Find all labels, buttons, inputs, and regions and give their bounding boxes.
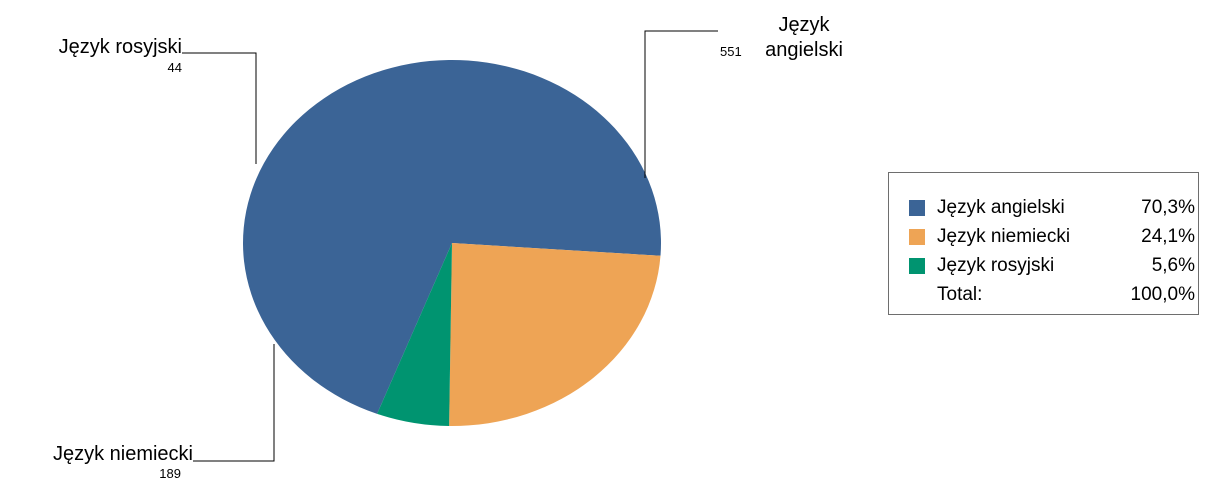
- slice-label-angielski-line1: Język: [778, 14, 830, 36]
- slice-value-niemiecki: 189: [159, 466, 181, 481]
- legend-swatch-rosyjski: [909, 257, 925, 274]
- slice-label-niemiecki: Język niemiecki: [53, 443, 193, 465]
- pie-slice-niemiecki: [449, 243, 661, 426]
- legend-item-angielski: Język angielski 70,3%: [889, 193, 1198, 222]
- legend-percent-angielski: 70,3%: [1141, 196, 1195, 218]
- slice-label-angielski-line2: angielski: [765, 39, 843, 61]
- leader-line-angielski: [644, 30, 718, 178]
- legend-item-niemiecki: Język niemiecki 24,1%: [889, 222, 1198, 251]
- leader-line-rosyjski: [182, 52, 257, 164]
- chart-legend: Język angielski 70,3% Język niemiecki 24…: [888, 172, 1199, 315]
- legend-total-percent: 100,0%: [1130, 283, 1195, 305]
- legend-label-angielski: Język angielski: [937, 196, 1065, 218]
- legend-label-niemiecki: Język niemiecki: [937, 225, 1071, 247]
- slice-value-angielski: 551: [720, 44, 742, 59]
- legend-swatch-angielski: [909, 199, 925, 216]
- pie-slice-angielski: [243, 60, 662, 414]
- pie-slice-rosyjski: [377, 243, 452, 426]
- legend-percent-niemiecki: 24,1%: [1141, 225, 1195, 247]
- legend-total-label: Total:: [937, 283, 983, 305]
- leader-line-niemiecki: [193, 344, 275, 462]
- legend-item-rosyjski: Język rosyjski 5,6%: [889, 251, 1198, 280]
- legend-swatch-niemiecki: [909, 228, 925, 245]
- slice-value-rosyjski: 44: [168, 60, 182, 75]
- legend-percent-rosyjski: 5,6%: [1151, 254, 1195, 276]
- legend-label-rosyjski: Język rosyjski: [937, 254, 1055, 276]
- slice-label-rosyjski: Język rosyjski: [59, 36, 182, 58]
- legend-total-row: Total: 100,0%: [889, 280, 1198, 309]
